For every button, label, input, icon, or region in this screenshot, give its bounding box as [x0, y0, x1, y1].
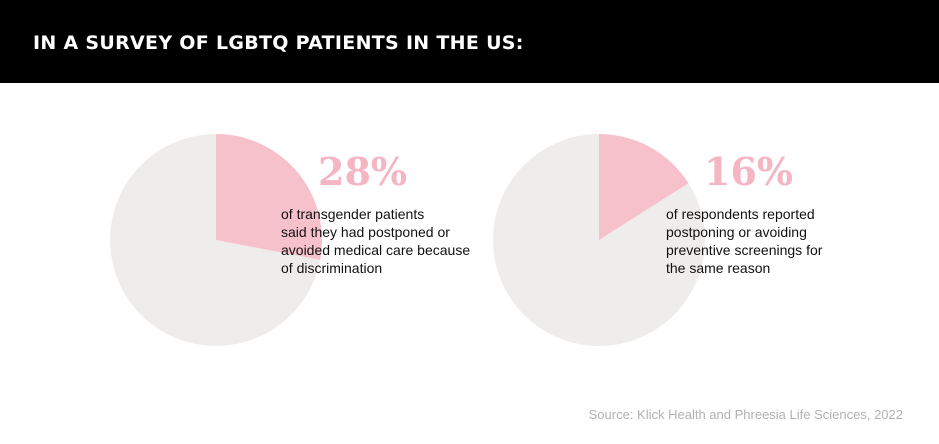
page-title: IN A SURVEY OF LGBTQ PATIENTS IN THE US:: [33, 32, 524, 54]
pie-2-highlight-slice: [599, 134, 689, 240]
pie-chart-1: [109, 134, 322, 346]
pie-chart-2: [493, 134, 706, 346]
pie-1-highlight-slice: [216, 134, 322, 260]
pie-2-remainder-slice: [493, 134, 706, 346]
percentage-label-1: 28%: [318, 149, 407, 194]
description-2: of respondents reported postponing or av…: [666, 206, 823, 276]
header-bar: IN A SURVEY OF LGBTQ PATIENTS IN THE US:: [0, 0, 939, 83]
description-1: of transgender patients said they had po…: [281, 206, 471, 276]
pie-1-remainder-slice: [109, 134, 321, 346]
source-note: Source: Klick Health and Phreesia Life S…: [588, 407, 903, 422]
percentage-label-2: 16%: [704, 149, 793, 194]
